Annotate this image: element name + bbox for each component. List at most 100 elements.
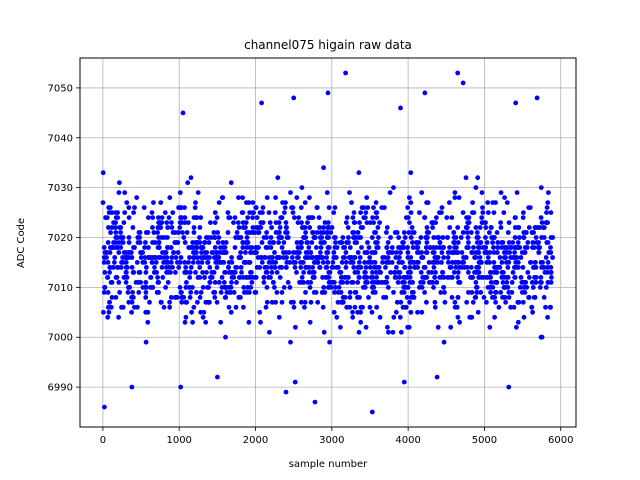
data-point (298, 260, 303, 265)
data-point (337, 240, 343, 245)
data-point (405, 250, 411, 255)
data-point (499, 260, 505, 265)
data-point (101, 245, 107, 250)
data-point (102, 250, 108, 255)
data-point (170, 230, 176, 235)
data-point (192, 205, 198, 211)
data-point (320, 255, 325, 260)
data-point (146, 215, 151, 221)
data-point (479, 215, 485, 221)
data-point (539, 220, 545, 226)
data-point (384, 275, 390, 280)
data-point (508, 304, 513, 310)
data-point (311, 235, 317, 240)
data-point (317, 265, 322, 270)
data-point (357, 275, 362, 280)
data-point (431, 285, 436, 290)
data-point (469, 250, 475, 255)
data-point (144, 285, 149, 290)
data-point (364, 195, 370, 201)
data-point (508, 245, 514, 250)
data-point (176, 265, 182, 270)
data-point (412, 265, 418, 270)
data-point (516, 225, 522, 230)
data-point (303, 230, 308, 235)
data-point (351, 235, 357, 240)
data-point (146, 255, 152, 260)
data-point (373, 200, 379, 206)
data-point (440, 270, 445, 275)
data-point (109, 295, 115, 300)
data-point (544, 240, 550, 245)
data-point (501, 285, 507, 290)
data-point (183, 285, 189, 290)
data-point (501, 210, 507, 216)
data-point (264, 230, 269, 235)
data-point (279, 245, 285, 250)
data-point (397, 275, 403, 280)
data-point (539, 280, 544, 285)
data-point (101, 260, 107, 265)
data-point (273, 195, 278, 201)
data-point (498, 225, 504, 230)
data-point (331, 210, 337, 216)
data-point (240, 220, 246, 226)
data-point (207, 255, 212, 260)
data-point (325, 90, 331, 96)
data-point (309, 240, 315, 245)
data-point (369, 285, 375, 290)
data-point (288, 339, 293, 345)
data-point (106, 309, 112, 315)
data-point (124, 200, 130, 206)
data-point (422, 290, 427, 295)
data-point (191, 255, 197, 260)
data-point (392, 230, 398, 235)
data-point (431, 250, 437, 255)
data-point (165, 245, 170, 250)
data-point (246, 200, 252, 206)
data-point (269, 255, 275, 260)
data-point (181, 295, 187, 300)
data-point (505, 265, 511, 270)
data-point (362, 215, 368, 221)
data-point (294, 270, 299, 275)
data-point (150, 285, 156, 290)
data-point (491, 250, 497, 255)
data-point (269, 270, 275, 275)
data-point (415, 309, 420, 315)
data-point (377, 314, 383, 320)
data-point (433, 270, 438, 275)
data-point (118, 245, 124, 250)
data-point (308, 280, 314, 285)
data-point (400, 245, 406, 250)
data-point (502, 195, 507, 201)
data-point (331, 255, 337, 260)
data-point (485, 200, 491, 206)
data-point (107, 299, 112, 305)
data-point (518, 255, 524, 260)
x-tick-label: 6000 (548, 435, 573, 446)
data-point (279, 290, 285, 295)
data-point (314, 245, 319, 250)
data-point (548, 210, 554, 216)
data-point (407, 299, 412, 305)
data-point (121, 220, 127, 226)
data-point (490, 240, 495, 245)
data-point (427, 280, 432, 285)
data-point (396, 245, 401, 250)
data-point (256, 245, 261, 250)
data-point (526, 205, 532, 211)
data-point (408, 170, 414, 176)
data-point (332, 205, 338, 211)
data-point (119, 260, 124, 265)
data-point (441, 245, 446, 250)
data-point (370, 275, 376, 280)
data-point (125, 290, 131, 295)
data-point (352, 290, 358, 295)
data-point (228, 180, 234, 186)
data-point (343, 265, 349, 270)
data-point (419, 250, 424, 255)
data-point (324, 235, 330, 240)
data-point (231, 275, 237, 280)
data-point (294, 195, 300, 201)
